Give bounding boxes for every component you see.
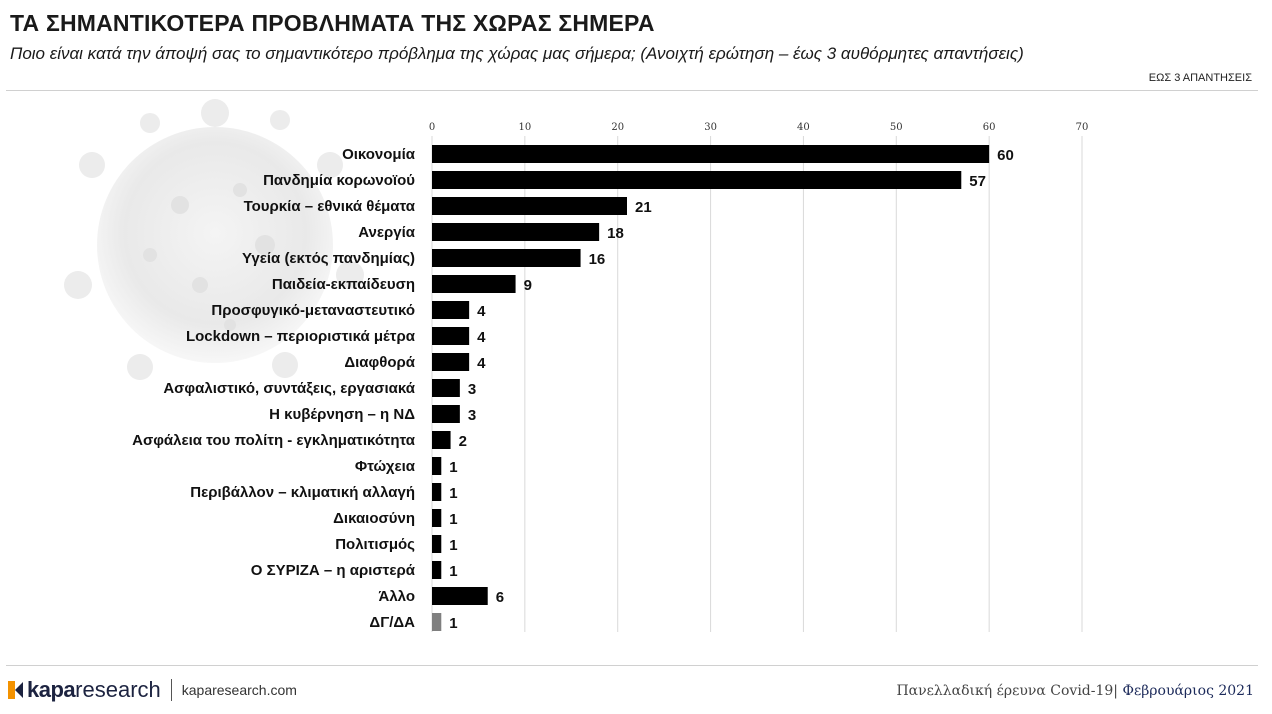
bar — [432, 275, 516, 293]
category-labels: Οικονομία Πανδημία κορωνοϊού Τουρκία – εθν… — [132, 146, 416, 631]
data-label: 3 — [468, 407, 476, 424]
header-divider — [6, 90, 1258, 91]
data-label: 4 — [477, 329, 486, 346]
category-label: Πανδημία κορωνοϊού — [263, 172, 415, 189]
logo-separator — [170, 679, 172, 701]
bar — [432, 457, 442, 475]
category-label: Ο ΣΥΡΙΖΑ – η αριστερά — [251, 562, 416, 579]
bar — [432, 483, 442, 501]
category-label: Προσφυγικό-μεταναστευτικό — [211, 302, 415, 319]
x-tick-label: 50 — [890, 122, 903, 133]
category-label: Δικαιοσύνη — [333, 510, 415, 527]
x-tick-label: 0 — [429, 122, 435, 133]
category-label: Υγεία (εκτός πανδημίας) — [242, 250, 415, 267]
bar — [432, 535, 442, 553]
bar — [432, 145, 990, 163]
data-label: 1 — [449, 485, 457, 502]
x-tick-label: 40 — [797, 122, 810, 133]
coronavirus-watermark-icon — [64, 99, 364, 380]
survey-date: Φεβρουάριος 2021 — [1122, 683, 1254, 699]
category-label: Lockdown – περιοριστικά μέτρα — [186, 328, 416, 345]
bar — [432, 587, 488, 605]
data-label: 60 — [997, 147, 1014, 164]
bar — [432, 327, 470, 345]
data-label: 57 — [969, 173, 986, 190]
data-label: 1 — [449, 537, 457, 554]
category-label: Φτώχεια — [355, 458, 416, 475]
category-label: Άλλο — [379, 588, 416, 605]
bar — [432, 405, 460, 423]
chart-bars — [432, 145, 990, 631]
bar — [432, 431, 451, 449]
x-tick-label: 70 — [1076, 122, 1089, 133]
footer-divider — [6, 665, 1258, 666]
data-label: 21 — [635, 199, 652, 216]
website-link[interactable]: kaparesearch.com — [181, 682, 297, 698]
category-label: Περιβάλλον – κλιματική αλλαγή — [190, 484, 415, 501]
bar — [432, 561, 442, 579]
data-label: 6 — [496, 589, 504, 606]
category-label: Ασφαλιστικό, συντάξεις, εργασιακά — [163, 380, 415, 397]
category-label: Ανεργία — [358, 224, 416, 241]
bar — [432, 613, 442, 631]
category-label: Ασφάλεια του πολίτη - εγκληματικότητα — [132, 432, 416, 449]
survey-name: Πανελλαδική έρευνα Covid-19| — [896, 683, 1119, 699]
data-label: 3 — [468, 381, 476, 398]
x-tick-label: 20 — [611, 122, 624, 133]
logo-kapa-text: kapa — [27, 677, 76, 702]
category-label: ΔΓ/ΔΑ — [369, 614, 415, 631]
data-label: 4 — [477, 303, 486, 320]
x-tick-label: 10 — [518, 122, 531, 133]
answers-note: ΕΩΣ 3 ΑΠΑΝΤΗΣΕΙΣ — [1148, 72, 1252, 84]
category-label: Πολιτισμός — [335, 536, 415, 553]
bar-chart: 0 10 20 30 40 50 60 70 Οικονομία Πανδημία κορωνο… — [132, 122, 1089, 632]
kapa-logo-icon — [8, 681, 23, 699]
x-tick-label: 30 — [704, 122, 717, 133]
data-label: 4 — [477, 355, 486, 372]
kapa-research-logo: kapa research kaparesearch.com — [6, 676, 297, 704]
data-label: 1 — [449, 563, 457, 580]
x-tick-label: 60 — [983, 122, 996, 133]
category-label: Παιδεία-εκπαίδευση — [272, 276, 415, 293]
data-label: 1 — [449, 615, 457, 632]
bar — [432, 379, 460, 397]
category-label: Οικονομία — [342, 146, 416, 163]
page-subtitle: Ποιο είναι κατά την άποψή σας το σημαντι… — [10, 44, 1024, 63]
category-label: Διαφθορά — [344, 354, 415, 371]
bar — [432, 249, 581, 267]
category-label: Τουρκία – εθνικά θέματα — [244, 198, 416, 215]
survey-caption: Πανελλαδική έρευνα Covid-19| Φεβρουάριος… — [896, 683, 1254, 699]
bar — [432, 197, 627, 215]
bar — [432, 171, 962, 189]
chart-gridlines — [431, 136, 1083, 632]
page-title: ΤΑ ΣΗΜΑΝΤΙΚΟΤΕΡΑ ΠΡΟΒΛΗΜΑΤΑ ΤΗΣ ΧΩΡΑΣ ΣΗ… — [10, 10, 655, 36]
category-label: Η κυβέρνηση – η ΝΔ — [269, 406, 415, 423]
data-label: 18 — [607, 225, 624, 242]
data-label: 1 — [449, 459, 457, 476]
data-label: 2 — [459, 433, 467, 450]
data-label: 9 — [524, 277, 532, 294]
bar — [432, 223, 600, 241]
bar — [432, 353, 470, 371]
bar — [432, 301, 470, 319]
bar — [432, 509, 442, 527]
data-label: 1 — [449, 511, 457, 528]
data-label: 16 — [589, 251, 606, 268]
x-axis-ticks: 0 10 20 30 40 50 60 70 — [429, 122, 1089, 133]
logo-research-text: research — [75, 677, 161, 702]
